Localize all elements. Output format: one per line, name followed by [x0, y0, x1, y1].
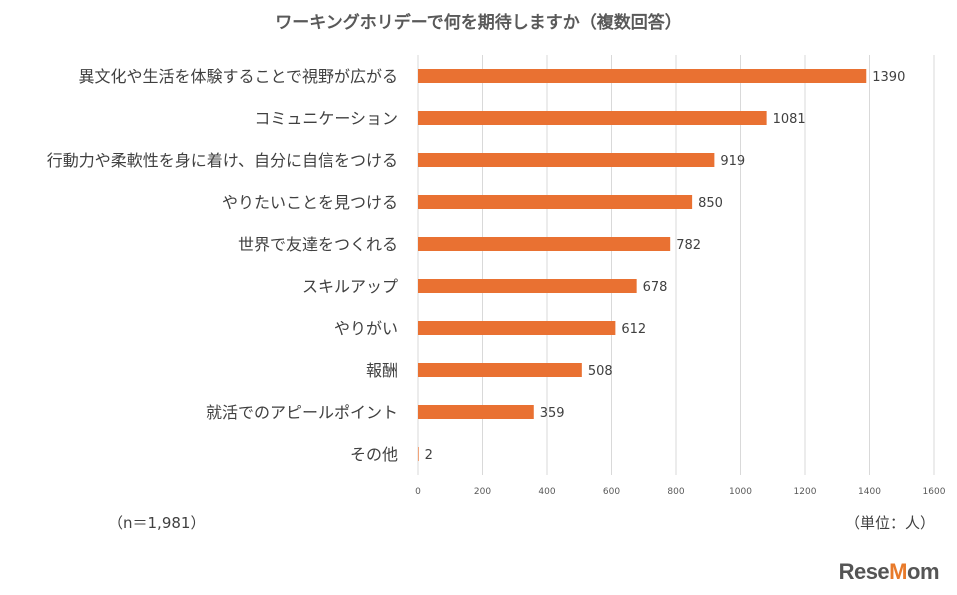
- bar: [418, 405, 534, 419]
- category-label: やりがい: [334, 319, 398, 338]
- data-label: 850: [698, 196, 723, 211]
- data-label: 1390: [872, 70, 905, 85]
- x-axis-ticks: 0 200 400 600 800 1000 1200 1400 1600: [415, 487, 946, 497]
- x-tick-label: 1400: [858, 487, 881, 497]
- bar: [418, 363, 582, 377]
- data-label: 678: [643, 280, 668, 295]
- unit-note: （単位：人）: [844, 514, 935, 532]
- sample-size-note: （n＝1,981）: [108, 514, 206, 532]
- category-label: 世界で友達をつくれる: [238, 235, 398, 254]
- data-labels: 1390 1081 919 850 782 678 612 508 359 2: [425, 70, 906, 463]
- bar: [418, 111, 767, 125]
- x-tick-label: 1000: [729, 487, 752, 497]
- category-label: その他: [350, 445, 398, 464]
- x-tick-label: 800: [667, 487, 684, 497]
- category-label: コミュニケーション: [254, 109, 398, 128]
- category-label: 報酬: [366, 361, 398, 380]
- bar: [418, 237, 671, 251]
- resemom-logo: ReseMom: [838, 559, 940, 585]
- x-tick-label: 1600: [923, 487, 946, 497]
- data-label: 612: [621, 322, 646, 337]
- bars: [418, 69, 867, 461]
- category-label: やりたいことを見つける: [222, 193, 398, 212]
- bar: [418, 321, 616, 335]
- category-label: 行動力や柔軟性を身に着け、自分に自信をつける: [47, 151, 398, 170]
- logo-suffix: om: [907, 559, 940, 584]
- data-label: 508: [588, 364, 613, 379]
- logo-prefix: Rese: [838, 559, 890, 584]
- chart-title: ワーキングホリデーで何を期待しますか（複数回答）: [275, 13, 682, 33]
- data-label: 359: [540, 406, 565, 421]
- bar: [418, 69, 867, 83]
- category-label: 異文化や生活を体験することで視野が広がる: [78, 67, 398, 86]
- logo-highlight: M: [889, 559, 907, 584]
- bar: [418, 279, 637, 293]
- category-label: 就活でのアピールポイント: [206, 403, 398, 422]
- data-label: 2: [425, 448, 433, 463]
- x-tick-label: 0: [415, 487, 421, 497]
- bar: [418, 195, 693, 209]
- data-label: 919: [720, 154, 745, 169]
- category-labels: 異文化や生活を体験することで視野が広がるコミュニケーション行動力や柔軟性を身に着…: [47, 67, 398, 464]
- data-label: 782: [676, 238, 701, 253]
- category-label: スキルアップ: [302, 277, 398, 296]
- grid-lines: [417, 55, 935, 475]
- x-tick-label: 400: [538, 487, 555, 497]
- x-tick-label: 200: [474, 487, 491, 497]
- data-label: 1081: [773, 112, 806, 127]
- x-tick-label: 1200: [794, 487, 817, 497]
- bar: [418, 447, 419, 461]
- bar: [418, 153, 715, 167]
- x-tick-label: 600: [603, 487, 620, 497]
